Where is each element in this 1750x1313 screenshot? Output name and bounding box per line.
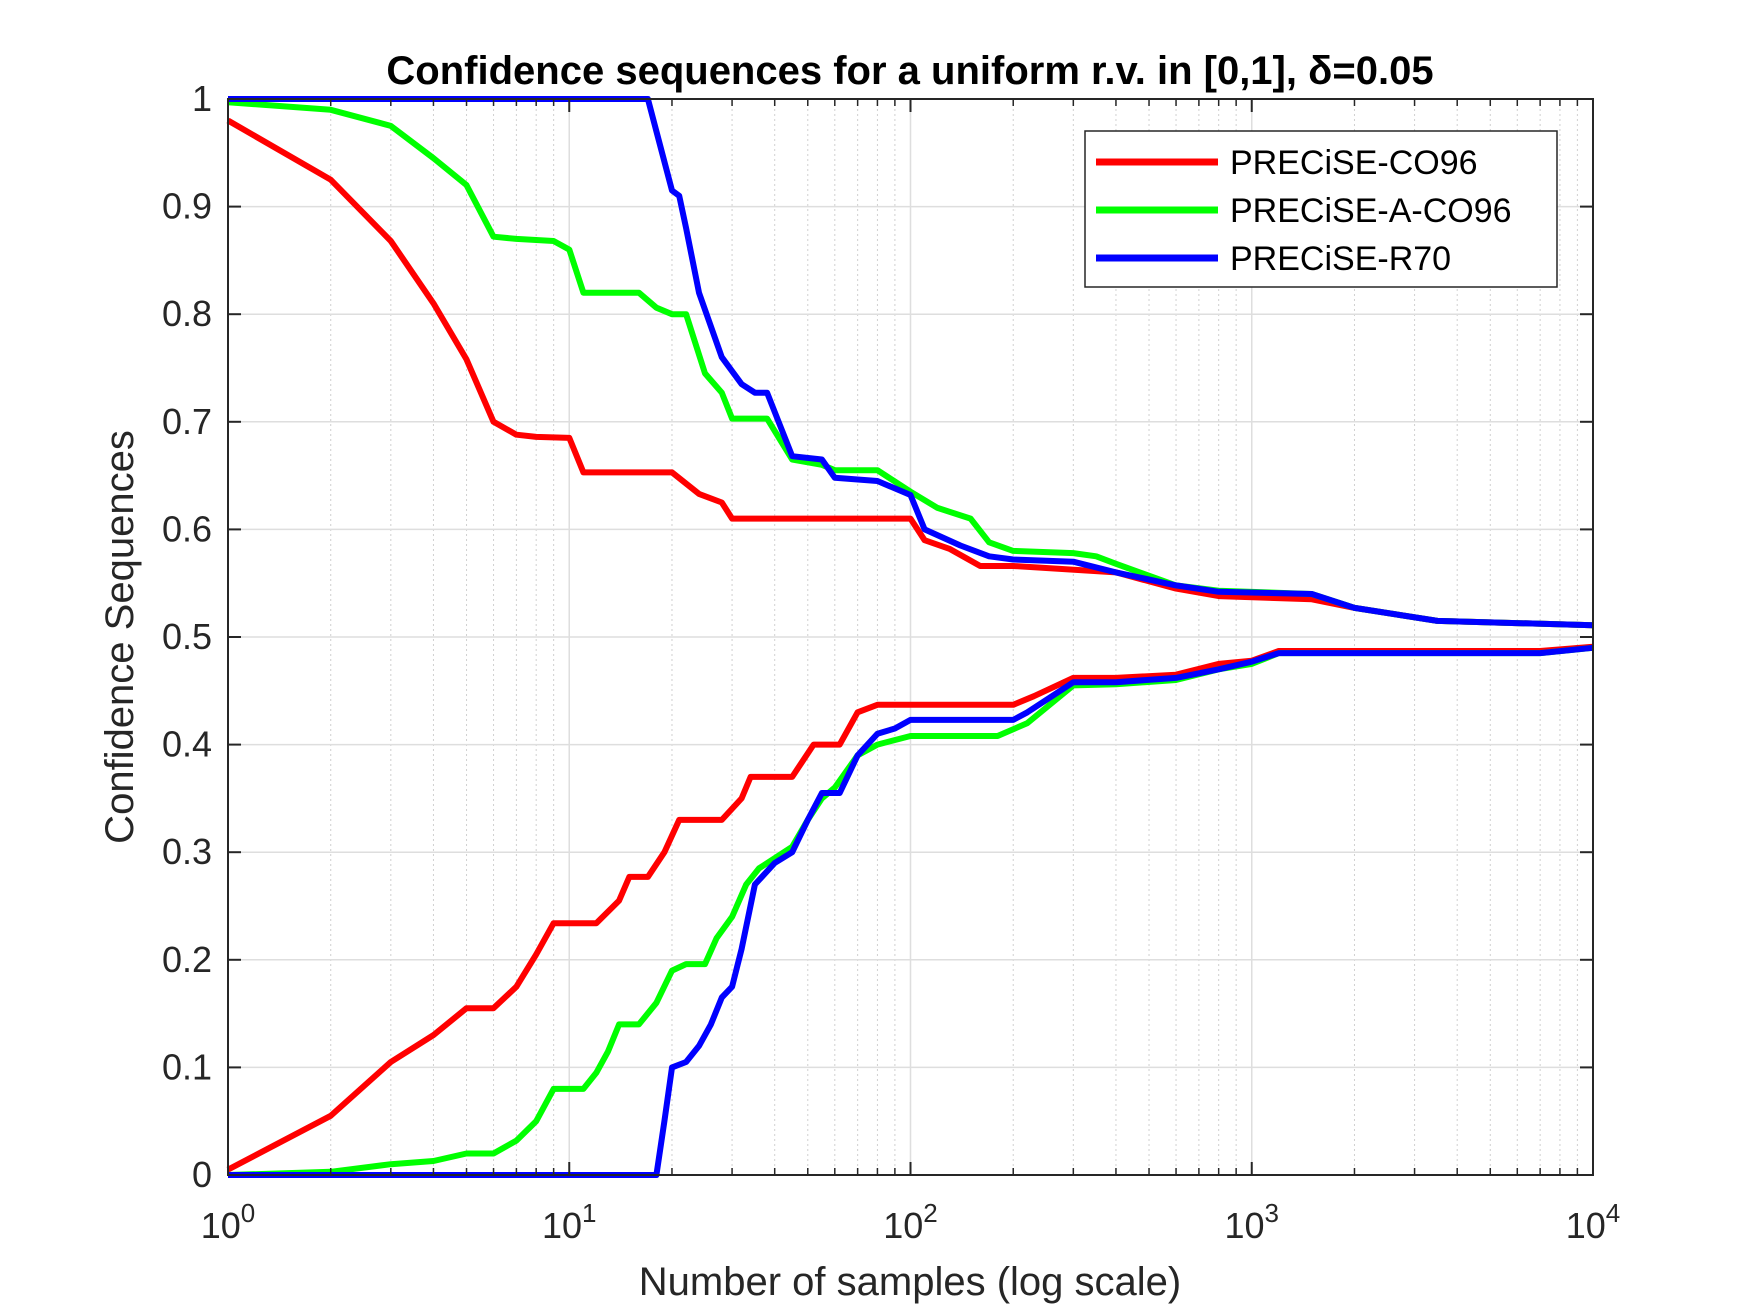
y-tick-label: 0.6 — [162, 508, 212, 549]
y-tick-label: 0.7 — [162, 401, 212, 442]
legend-label: PRECiSE-CO96 — [1230, 144, 1478, 182]
x-axis-label: Number of samples (log scale) — [639, 1260, 1181, 1304]
x-tick-label: 101 — [542, 1198, 597, 1246]
x-tick-label: 102 — [883, 1198, 938, 1246]
series-layer — [226, 96, 1594, 1178]
y-tick-label: 0.8 — [162, 293, 212, 334]
y-tick-label: 0.1 — [162, 1046, 212, 1087]
series-line-upper — [226, 117, 1594, 629]
legend-label: PRECiSE-A-CO96 — [1230, 192, 1512, 230]
series-line-lower — [226, 643, 1594, 1173]
x-tick-labels: 100 101 102 103 104 — [201, 1198, 1621, 1246]
chart-title: Confidence sequences for a uniform r.v. … — [386, 49, 1433, 93]
y-tick-label: 0.4 — [162, 724, 212, 765]
series-line-upper — [227, 99, 1594, 629]
series-line-upper — [228, 96, 1594, 629]
minor-grid — [330, 99, 1578, 1175]
y-axis-label: Confidence Sequences — [98, 430, 142, 844]
y-tick-label: 0 — [192, 1154, 212, 1195]
y-tick-labels: 0 0.1 0.2 0.3 0.4 0.5 0.6 0.7 0.8 0.9 1 — [162, 78, 212, 1195]
legend: PRECiSE-CO96 PRECiSE-A-CO96 PRECiSE-R70 — [1084, 130, 1558, 288]
series-line-lower — [228, 644, 1594, 1178]
x-tick-label: 104 — [1566, 1198, 1621, 1246]
axis-ticks — [227, 98, 1594, 1176]
y-tick-label: 0.9 — [162, 186, 212, 227]
y-tick-label: 0.5 — [162, 616, 212, 657]
x-tick-label: 103 — [1224, 1198, 1279, 1246]
legend-label: PRECiSE-R70 — [1230, 240, 1451, 278]
y-tick-label: 0.3 — [162, 831, 212, 872]
x-tick-label: 100 — [201, 1198, 256, 1246]
y-tick-label: 0.2 — [162, 939, 212, 980]
y-tick-label: 1 — [192, 78, 212, 119]
